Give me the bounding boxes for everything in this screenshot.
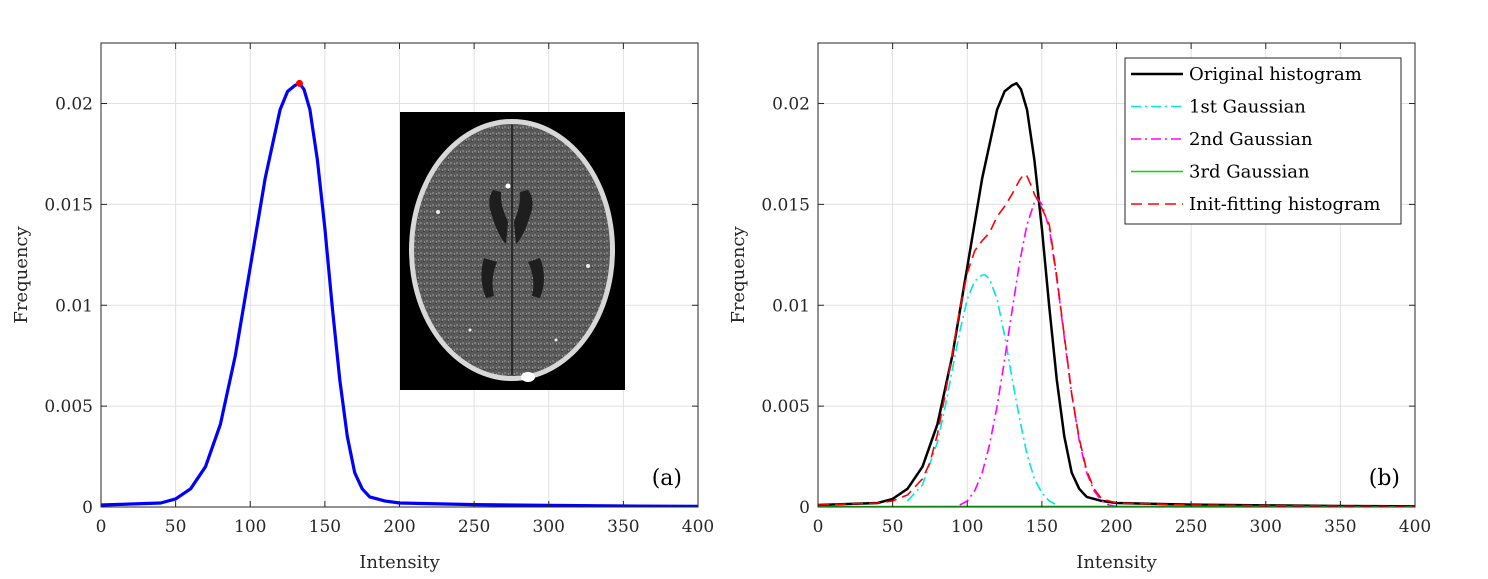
axes-box-a — [100, 42, 699, 508]
axes-box-b — [817, 42, 1416, 508]
x-tick-label: 250 — [1175, 517, 1207, 537]
x-tick-label: 50 — [882, 517, 904, 537]
series-line-original-histogram — [818, 82, 1415, 507]
series-line-density — [101, 81, 698, 507]
y-tick-label: 0.015 — [44, 195, 93, 215]
x-tick-label: 300 — [533, 517, 565, 537]
series-line-2nd-gaussian — [959, 197, 1117, 507]
chart-panel-a: 0 50 100 150 200 250 300 350 400 0 0.005 0.01 0.015 0… — [11, 42, 714, 573]
brain-ct-inset-image — [400, 112, 625, 390]
y-tick-label: 0.01 — [55, 296, 93, 316]
panel-label-b: (b) — [1369, 466, 1400, 491]
legend-entry-label: 3rd Gaussian — [1189, 162, 1310, 183]
x-tick-label: 0 — [813, 517, 824, 537]
peak-marker — [296, 79, 304, 87]
x-tick-label: 100 — [951, 517, 983, 537]
x-axis-label-b: Intensity — [1076, 552, 1157, 573]
legend-entry-label: 1st Gaussian — [1189, 97, 1306, 118]
x-tick-label: 400 — [1399, 517, 1431, 537]
x-tick-label: 0 — [96, 517, 107, 537]
y-tick-label: 0.01 — [772, 296, 810, 316]
legend-entry-label: Original histogram — [1189, 64, 1362, 85]
y-tick-label: 0 — [82, 498, 93, 518]
y-tick-label: 0.015 — [761, 195, 810, 215]
y-tick-label: 0.005 — [761, 397, 810, 417]
x-tick-label: 100 — [234, 517, 266, 537]
series-line-1st-gaussian — [906, 274, 1058, 506]
x-tick-label: 200 — [1100, 517, 1132, 537]
x-tick-label: 200 — [383, 517, 415, 537]
x-tick-label: 150 — [1026, 517, 1058, 537]
x-tick-label: 150 — [309, 517, 341, 537]
series-line-init-fitting-histogram — [818, 173, 1415, 507]
legend-box — [1124, 57, 1402, 225]
ticks-b: 0 50 100 150 200 250 300 350 400 0 0.005 0.01 0.015 0… — [761, 43, 1431, 537]
y-axis-label-b: Frequency — [728, 225, 749, 323]
x-axis-label-a: Intensity — [359, 552, 440, 573]
x-tick-label: 350 — [1324, 517, 1356, 537]
x-tick-label: 400 — [682, 517, 714, 537]
series-a — [101, 81, 698, 507]
x-tick-label: 50 — [165, 517, 187, 537]
chart-panel-b: 0 50 100 150 200 250 300 350 400 0 0.005 0.01 0.015 0… — [728, 42, 1431, 573]
legend-entry-label: 2nd Gaussian — [1189, 129, 1313, 150]
x-tick-label: 350 — [607, 517, 639, 537]
legend-entry-label: Init-fitting histogram — [1189, 194, 1380, 215]
legend: Original histogram 1st Gaussian 2nd Gaussi… — [1124, 57, 1402, 225]
x-tick-label: 300 — [1250, 517, 1282, 537]
y-axis-label-a: Frequency — [11, 225, 32, 323]
y-tick-label: 0.02 — [772, 95, 810, 115]
y-tick-label: 0 — [799, 498, 810, 518]
y-tick-label: 0.005 — [44, 397, 93, 417]
y-tick-label: 0.02 — [55, 95, 93, 115]
x-tick-label: 250 — [458, 517, 490, 537]
panel-label-a: (a) — [652, 466, 682, 491]
